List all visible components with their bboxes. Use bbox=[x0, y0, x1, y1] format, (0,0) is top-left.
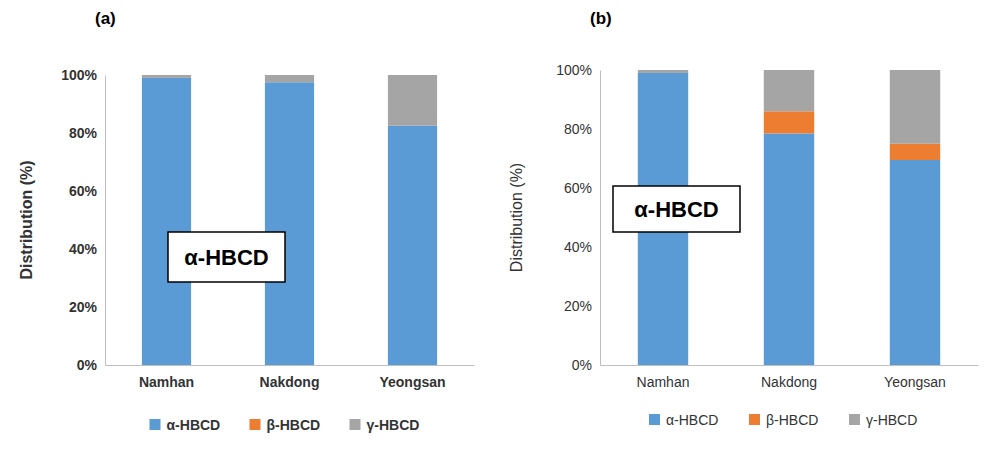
bar-segment bbox=[764, 111, 814, 133]
panel-title: (b) bbox=[590, 9, 612, 28]
legend-label: α-HBCD bbox=[666, 412, 718, 428]
tick: 0% bbox=[572, 357, 600, 373]
axis-line bbox=[106, 365, 475, 366]
tick-label: 100% bbox=[556, 62, 592, 78]
axis-line bbox=[601, 365, 979, 366]
tick-label: Namhan bbox=[637, 374, 690, 390]
legend-swatch bbox=[350, 419, 361, 430]
panel: 0% 20% 40% 60% 80% 100% Namhan Nakdong Yeongsan D… bbox=[508, 9, 979, 428]
tick: 100% bbox=[556, 62, 600, 78]
tick: 80% bbox=[69, 125, 105, 141]
legend-label: γ-HBCD bbox=[367, 417, 420, 433]
bar-segment bbox=[388, 126, 437, 365]
tick-label: Nakdong bbox=[761, 374, 817, 390]
annotation: α-HBCD bbox=[184, 245, 268, 270]
legend-label: β-HBCD bbox=[766, 412, 818, 428]
bar-segment bbox=[764, 70, 814, 111]
tick: 20% bbox=[564, 298, 600, 314]
legend-label: α-HBCD bbox=[167, 417, 221, 433]
panel-title: (a) bbox=[95, 9, 116, 28]
axis-title: Distribution (%) bbox=[18, 160, 35, 279]
tick: 20% bbox=[69, 299, 105, 315]
tick-label: Yeongsan bbox=[884, 374, 946, 390]
tick-label: 40% bbox=[564, 239, 592, 255]
bars bbox=[142, 75, 437, 365]
bar-segment bbox=[265, 75, 314, 82]
tick: Nakdong bbox=[260, 365, 320, 390]
legend-swatch bbox=[649, 414, 660, 425]
tick-label: 0% bbox=[77, 357, 98, 373]
tick: Namhan bbox=[637, 365, 690, 390]
tick: 60% bbox=[69, 183, 105, 199]
legend-swatch bbox=[849, 414, 860, 425]
legend-swatch bbox=[749, 414, 760, 425]
bar-segment bbox=[764, 133, 814, 365]
figure: 0% 20% 40% 60% 80% 100% Namhan Nakdong Yeongsan D… bbox=[0, 0, 996, 452]
bar-segment bbox=[142, 75, 191, 78]
tick-label: Nakdong bbox=[260, 374, 320, 390]
tick-label: 60% bbox=[69, 183, 98, 199]
bar-segment bbox=[890, 70, 940, 144]
tick: Nakdong bbox=[761, 365, 817, 390]
tick-label: 100% bbox=[61, 67, 97, 83]
axis-line bbox=[600, 71, 601, 366]
tick-label: 40% bbox=[69, 241, 98, 257]
tick: 60% bbox=[564, 180, 600, 196]
bar-segment bbox=[890, 160, 940, 365]
bar-segment bbox=[890, 144, 940, 160]
bar-segment bbox=[638, 70, 688, 73]
x-axis: Namhan Nakdong Yeongsan bbox=[106, 365, 475, 390]
legend-label: γ-HBCD bbox=[866, 412, 917, 428]
tick: 80% bbox=[564, 121, 600, 137]
tick-label: 20% bbox=[69, 299, 98, 315]
legend-swatch bbox=[150, 419, 161, 430]
tick-label: Yeongsan bbox=[379, 374, 445, 390]
tick: Yeongsan bbox=[884, 365, 946, 390]
bar-segment bbox=[388, 75, 437, 126]
tick: Yeongsan bbox=[379, 365, 445, 390]
tick-label: Namhan bbox=[139, 374, 194, 390]
series bbox=[638, 70, 940, 144]
tick: 100% bbox=[61, 67, 105, 83]
axis-title: Distribution (%) bbox=[508, 163, 525, 272]
legend-label: β-HBCD bbox=[267, 417, 321, 433]
legend: α-HBCD β-HBCD γ-HBCD bbox=[150, 417, 420, 433]
legend: α-HBCD β-HBCD γ-HBCD bbox=[649, 412, 917, 428]
tick: 0% bbox=[77, 357, 105, 373]
y-axis: 0% 20% 40% 60% 80% 100% bbox=[556, 62, 600, 373]
x-axis: Namhan Nakdong Yeongsan bbox=[601, 365, 979, 390]
tick-label: 80% bbox=[564, 121, 592, 137]
tick-label: 60% bbox=[564, 180, 592, 196]
panel: 0% 20% 40% 60% 80% 100% Namhan Nakdong Yeongsan D… bbox=[18, 9, 475, 433]
legend-swatch bbox=[250, 419, 261, 430]
tick-label: 0% bbox=[572, 357, 592, 373]
bar-segment bbox=[265, 82, 314, 365]
series bbox=[142, 75, 437, 126]
tick-label: 80% bbox=[69, 125, 98, 141]
tick: 40% bbox=[69, 241, 105, 257]
annotation-box bbox=[613, 186, 740, 232]
axis-line bbox=[105, 76, 106, 366]
annotation: α-HBCD bbox=[634, 197, 718, 222]
tick: Namhan bbox=[139, 365, 194, 390]
y-axis: 0% 20% 40% 60% 80% 100% bbox=[61, 67, 105, 373]
bar-segment bbox=[142, 78, 191, 365]
tick-label: 20% bbox=[564, 298, 592, 314]
tick: 40% bbox=[564, 239, 600, 255]
annotation-box bbox=[168, 232, 285, 282]
